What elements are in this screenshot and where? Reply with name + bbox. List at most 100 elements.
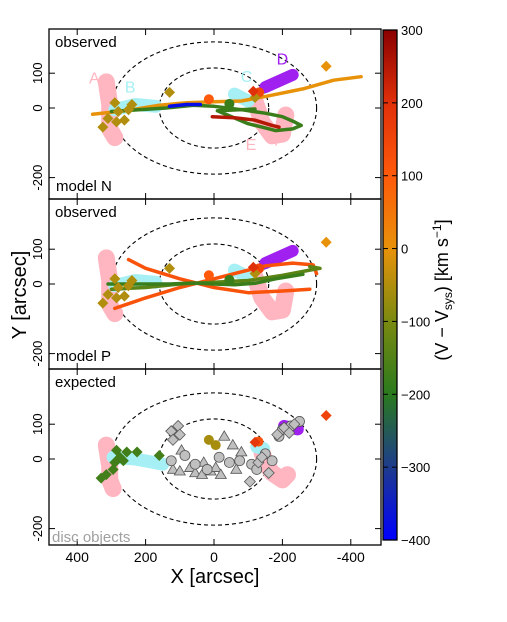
data-point-diamond (102, 112, 114, 124)
y-tick-label: 100 (30, 238, 45, 260)
data-point-diamond (121, 446, 133, 458)
panel-bottom-label-2: model P (56, 348, 111, 365)
data-point-circle (266, 455, 278, 467)
colorbar-tick-label: −200 (401, 387, 430, 402)
data-point-triangle (214, 468, 228, 479)
colorbar-tick-label: 100 (401, 169, 423, 184)
data-point-diamond (255, 451, 268, 464)
data-point-circle (179, 450, 191, 461)
data-point-diamond (95, 472, 107, 484)
colorbar-tick-label: −300 (401, 460, 430, 475)
data-point-circle (210, 440, 221, 451)
data-point-diamond (173, 428, 186, 441)
x-tick-label: -400 (337, 549, 365, 565)
colorbar-label-sup: −1 (430, 224, 444, 238)
data-point-diamond (97, 121, 109, 133)
data-point-diamond (320, 410, 332, 421)
panel-expected (95, 392, 332, 526)
x-tick-label: 200 (134, 549, 158, 565)
data-point-diamond (164, 86, 176, 98)
data-point-diamond (111, 116, 123, 128)
x-axis-label: X [arcsec] (171, 566, 260, 588)
data-point-circle (203, 270, 214, 281)
region-purple (259, 244, 299, 270)
region-pink (246, 92, 295, 145)
data-point-diamond (109, 97, 121, 109)
data-point-circle (203, 434, 214, 445)
panel-top-label-2: observed (55, 204, 117, 221)
data-point-triangle (166, 463, 180, 474)
y-tick-label: 0 (30, 280, 45, 287)
panel-top-label-1: observed (55, 34, 117, 51)
region-label: F (274, 133, 284, 150)
data-point-diamond (320, 236, 332, 248)
y-tick-label: -200 (30, 341, 45, 367)
y-tick-label: 0 (30, 104, 45, 111)
colorbar-tick-label: −100 (401, 314, 430, 329)
data-point-triangle (230, 463, 243, 474)
data-point-diamond (247, 85, 259, 97)
data-point-triangle (209, 461, 222, 472)
panel-model-p (97, 217, 332, 351)
data-point-circle (224, 98, 235, 109)
data-point-diamond (164, 262, 176, 274)
y-tick-label: -200 (30, 516, 45, 542)
colorbar-tick-label: 200 (401, 96, 423, 111)
panel-bottom-label-1: model N (56, 178, 112, 195)
y-tick-label: 100 (30, 413, 45, 435)
region-label: E (246, 137, 257, 154)
y-axis-label: Y [arcsec] (9, 251, 31, 340)
data-point-diamond (97, 297, 109, 309)
colorbar-label-close: ] (432, 219, 452, 224)
data-point-circle (213, 451, 225, 463)
x-tick-label: 0 (210, 549, 218, 565)
region-cyan (250, 440, 271, 456)
x-tick-label: -200 (268, 549, 296, 565)
panel-model-n: A B C D E F (89, 41, 363, 175)
region-label: A (89, 71, 100, 88)
colorbar-label-main: (V − V (432, 310, 452, 361)
data-point-diamond (153, 450, 165, 462)
data-point-circle (234, 455, 246, 467)
model-orbit-track (109, 264, 322, 291)
region-label: D (277, 52, 289, 69)
data-point-diamond (283, 426, 296, 439)
region-label: B (125, 79, 136, 96)
data-point-circle (203, 94, 214, 105)
data-point-diamond (262, 466, 275, 479)
data-point-circle (224, 274, 235, 285)
colorbar-ticks: 300 200 100 0 −100 −200 −300 −400 (383, 23, 430, 548)
y-tick-label: 100 (30, 62, 45, 84)
data-point-diamond (118, 290, 130, 302)
region-purple (259, 68, 299, 94)
data-point-circle (201, 464, 213, 475)
colorbar-label-unit: ) [km s (432, 238, 452, 292)
data-point-diamond (126, 275, 138, 287)
colorbar-tick-label: 0 (401, 242, 408, 257)
data-point-triangle (226, 438, 240, 450)
data-point-diamond (271, 428, 284, 441)
data-point-diamond (112, 281, 124, 293)
data-point-diamond (117, 455, 129, 467)
colorbar-label: (V − Vsys) [km s−1] (430, 219, 455, 360)
model-orbit-track (106, 272, 305, 287)
data-point-diamond (118, 114, 130, 126)
model-orbit-track (210, 114, 281, 129)
data-point-circle (165, 455, 177, 467)
model-orbit-track (113, 261, 319, 311)
panel-top-label-3: expected (55, 374, 116, 391)
data-point-diamond (243, 475, 256, 488)
data-point-triangle (173, 464, 186, 476)
data-point-diamond (320, 60, 332, 72)
data-point-diamond (109, 273, 121, 285)
region-label: C (241, 69, 253, 86)
y-tick-label: 0 (30, 455, 45, 462)
model-orbit-track (126, 257, 312, 295)
y-tick-label: -200 (30, 165, 45, 191)
data-point-diamond (131, 446, 143, 458)
data-point-diamond (126, 99, 138, 111)
colorbar (382, 29, 398, 541)
data-point-diamond (288, 418, 301, 431)
data-point-diamond (249, 436, 261, 448)
